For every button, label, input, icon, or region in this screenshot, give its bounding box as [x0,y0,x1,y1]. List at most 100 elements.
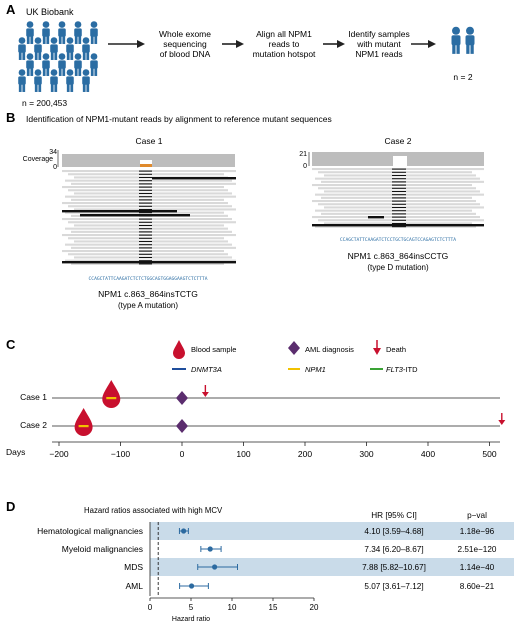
insertion-mark [139,228,152,230]
insertion-mark [139,186,152,188]
x-tick-label: 100 [236,449,250,459]
insertion-mark [139,212,152,214]
insertion-mark [139,231,152,233]
hr-point [212,564,218,570]
x-tick-label: 200 [298,449,312,459]
diamond-icon [288,341,300,355]
coverage-label: Coverage [23,156,53,163]
p-value: 1.18e−96 [460,527,495,536]
step-2-line-1: Align all NPM1 [256,29,312,39]
insertion-mark [139,241,152,242]
insertion-mark [392,168,406,170]
insertion-mark [392,200,406,202]
mutant-read [62,261,236,264]
col-header-hr: HR [95% CI] [371,511,417,520]
read [74,256,232,259]
person-icon [58,21,66,44]
row-label: Myeloid malignancies [62,544,143,554]
insertion-mark [392,203,406,205]
case1-mutation-type: (type A mutation) [118,301,178,310]
case2-coverage-track [308,152,484,166]
result-size: n = 2 [453,72,472,82]
insertion-mark [139,189,152,191]
insertion-mark [139,199,152,201]
hr-ci-value: 4.10 [3.59–4.68] [364,527,423,536]
insertion-mark [139,253,152,255]
step-3-line-3: NPM1 reads [355,49,402,59]
person-icon [74,53,82,76]
hr-point [181,528,187,534]
insertion-mark [139,234,152,236]
insertion-mark [392,181,406,183]
case2-row-label: Case 2 [20,420,47,430]
read [74,208,236,211]
step-3-line-2: with mutant [356,39,401,49]
p-value: 1.14e−40 [460,563,495,572]
mutant-read [152,177,236,180]
col-header-p: p−val [467,511,487,520]
person-icon [82,37,90,60]
hr-ci-value: 5.07 [3.61–7.12] [364,582,423,591]
insertion-mark [392,184,406,186]
x-tick-label: 500 [482,449,496,459]
x-tick-label: 5 [189,603,194,612]
legend-dnmt3a: DNMT3A [191,365,222,374]
legend-aml: AML diagnosis [305,345,354,354]
insertion-mark [392,197,406,199]
person-icon [42,53,50,76]
panel-b-title: Identification of NPM1-mutant reads by a… [26,114,332,124]
insertion-mark [139,180,152,182]
days-label: Days [6,447,25,457]
insertion-mark [392,210,406,212]
x-tick-label: 15 [269,603,278,612]
case2-mutation-type: (type D mutation) [367,263,429,272]
case2-npm1-bar [78,425,89,428]
case2-aml-diagnosis [176,419,188,433]
p-value: 8.60e−21 [460,582,495,591]
mutant-read [62,210,177,213]
insertion-mark [139,193,152,194]
insertion-mark [139,209,152,210]
panel-a-label: A [6,2,16,17]
insertion-mark [139,221,152,223]
forest-title: Hazard ratios associated with high MCV [84,506,223,515]
insertion-mark [392,187,406,189]
step-2-line-3: mutation hotspot [253,49,316,59]
insertion-mark [139,205,152,207]
case2-death-arrowhead [498,420,506,425]
row-band [150,522,514,540]
panel-d-label: D [6,499,15,514]
insertion-mark [139,183,152,185]
person-icon [66,37,74,60]
case1-blood-sample [102,380,121,408]
x-tick-label: −200 [49,449,68,459]
read [71,182,236,185]
person-icon [58,53,66,76]
insertion-mark [392,171,406,173]
person-icon [90,53,98,76]
person-icon [90,21,98,44]
timeline-chart: −200 −100 0 100 200 300 400 500 [49,380,506,459]
legend-flt3: FLT3-ITD [386,365,418,374]
insertion-mark [392,194,406,196]
case1-reference-sequence: CCAGCTATTCAAGATCTCTCTGGCAGTGGAGGAAGTCTCT… [89,276,208,282]
person-icon [26,53,34,76]
person-icon [42,21,50,44]
row-label: AML [126,581,144,591]
mutant-read [368,216,384,219]
person-icon [34,69,42,92]
person-icon [18,37,26,60]
read [71,246,236,249]
legend-death: Death [386,345,406,354]
insertion-mark [392,226,406,228]
insertion-mark [139,263,152,265]
insertion-mark [392,213,406,215]
insertion-mark [392,175,406,176]
insertion-mark [139,247,152,249]
insertion-mark [139,237,152,239]
hr-point [207,546,213,552]
x-tick-label: 0 [148,603,153,612]
panel-b-label: B [6,110,15,125]
death-arrow-icon [373,348,381,355]
insertion-mark [139,177,152,178]
